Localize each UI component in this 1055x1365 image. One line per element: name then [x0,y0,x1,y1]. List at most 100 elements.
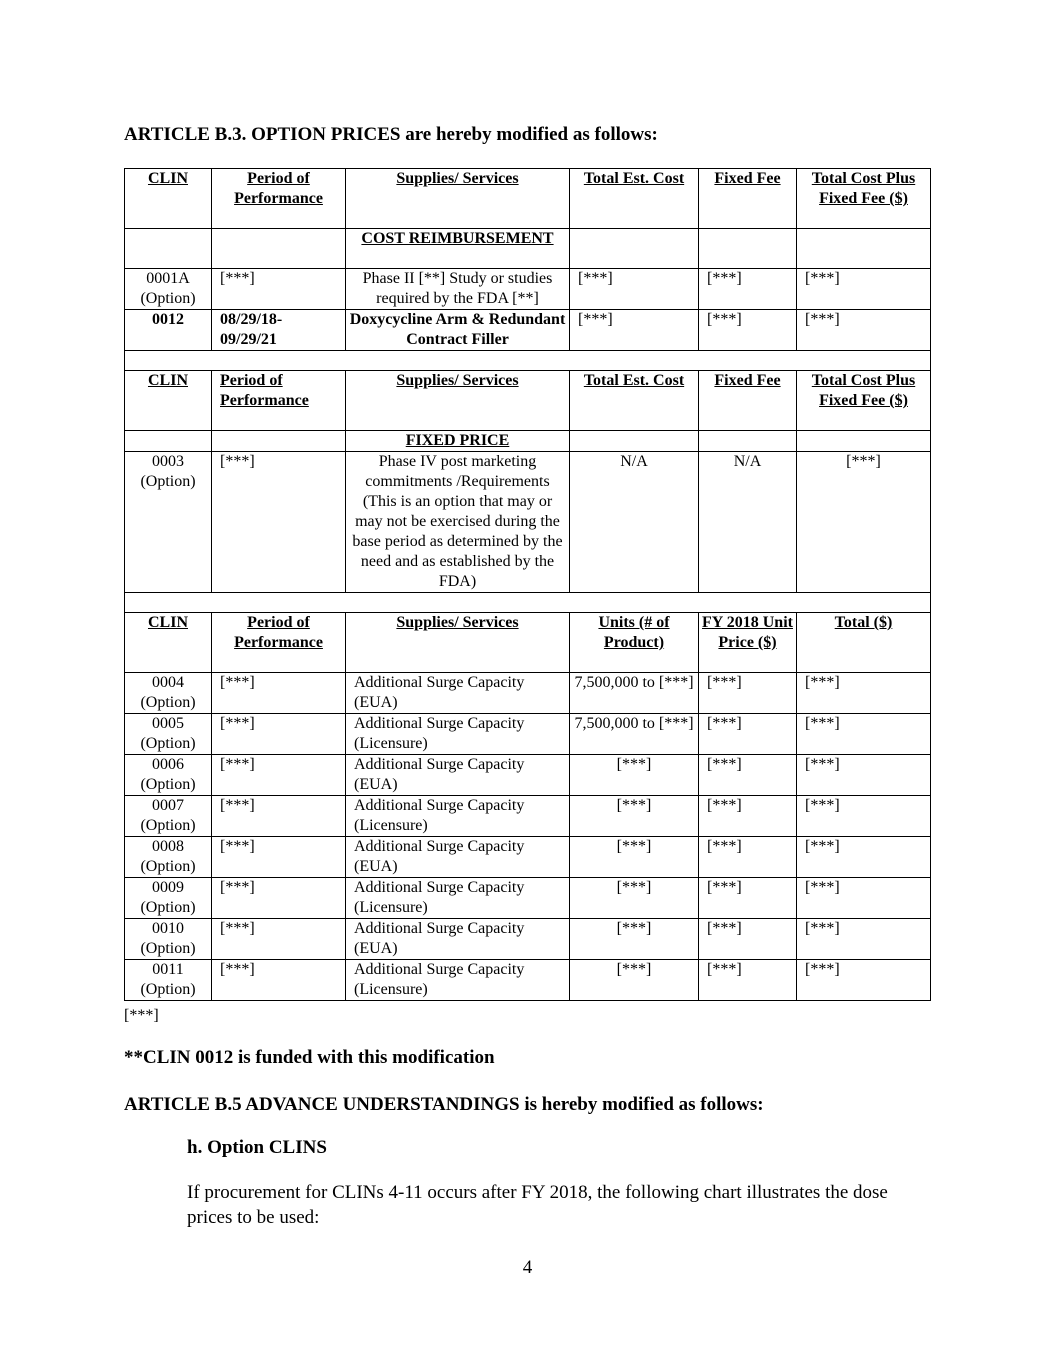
table-cell: [***] [796,836,931,878]
table-cell [124,228,212,269]
table-cell: [***] [796,451,931,593]
table-cell: [***] [211,754,346,796]
table-cell: [***] [211,877,346,919]
table-cell: [***] [569,836,699,878]
table-cell: [***] [796,268,931,310]
table-cell: 0012 [124,309,212,351]
table-cell: Additional Surge Capacity (Licensure) [345,959,570,1001]
table-cell [211,228,346,269]
table-cell: Additional Surge Capacity (Licensure) [345,877,570,919]
table-cell: [***] [796,713,931,755]
funding-note: **CLIN 0012 is funded with this modifica… [124,1047,495,1068]
section-row: COST REIMBURSEMENT [124,228,931,269]
table-cell: [***] [698,713,797,755]
table-cell: [***] [698,836,797,878]
table-cell: 0006 (Option) [124,754,212,796]
table-cell: [***] [698,795,797,837]
table-row: 0005 (Option) [***] Additional Surge Capac… [124,713,931,755]
header-row: CLIN Period of Performance Supplies/ Servi… [124,612,931,673]
table-cell: Additional Surge Capacity (EUA) [345,754,570,796]
section-label: COST REIMBURSEMENT [345,228,570,269]
table-cell: [***] [796,795,931,837]
spacer-cell [124,350,931,371]
table-cell: [***] [796,877,931,919]
column-header: CLIN [124,168,212,229]
table-cell: 0003 (Option) [124,451,212,593]
table-cell: [***] [211,836,346,878]
table-cell: N/A [569,451,699,593]
column-header: Period of Performance [211,612,346,673]
column-header: CLIN [124,612,212,673]
table-row: 0012 08/29/18- 09/29/21 Doxycycline Arm & … [124,309,931,351]
column-header: Supplies/ Services [345,168,570,229]
table-cell: Additional Surge Capacity (Licensure) [345,713,570,755]
header-row: CLIN Period of Performance Supplies/ Servi… [124,168,931,229]
section-label: FIXED PRICE [345,430,570,452]
table-row: 0010 (Option) [***] Additional Surge Capac… [124,918,931,960]
table-cell: 7,500,000 to [***] [569,713,699,755]
column-header: Units (# of Product) [569,612,699,673]
table-row: 0003 (Option) [***] Phase IV post marketin… [124,451,931,593]
table-cell: [***] [698,877,797,919]
table-cell: 0005 (Option) [124,713,212,755]
table-cell: 7,500,000 to [***] [569,672,699,714]
table-cell: [***] [211,795,346,837]
table-cell: [***] [796,959,931,1001]
article-b3-heading: ARTICLE B.3. OPTION PRICES are hereby mo… [124,124,658,145]
table-cell: [***] [211,451,346,593]
column-header: Total Cost Plus Fixed Fee ($) [796,168,931,229]
spacer-row [124,350,931,371]
column-header: Supplies/ Services [345,612,570,673]
table-cell [796,228,931,269]
spacer-cell [124,592,931,613]
table-cell [569,430,699,452]
table-cell: 08/29/18- 09/29/21 [211,309,346,351]
table-cell: [***] [796,309,931,351]
table-cell: [***] [569,309,699,351]
page-number: 4 [522,1257,533,1278]
table-cell: [***] [796,672,931,714]
column-header: Supplies/ Services [345,370,570,431]
table-cell: N/A [698,451,797,593]
table-cell: [***] [211,959,346,1001]
table-cell: Additional Surge Capacity (EUA) [345,836,570,878]
column-header: Total ($) [796,612,931,673]
table-cell: Doxycycline Arm & Redundant Contract Fil… [345,309,570,351]
table-row: 0006 (Option) [***] Additional Surge Capac… [124,754,931,796]
spacer-row [124,592,931,613]
table-cell: [***] [211,268,346,310]
column-header: Total Cost Plus Fixed Fee ($) [796,370,931,431]
table-cell [796,430,931,452]
table-cell: [***] [569,918,699,960]
table-cell: Additional Surge Capacity (EUA) [345,672,570,714]
subsection-heading: h. Option CLINS [187,1137,327,1158]
table-cell: Phase IV post marketing commitments /Req… [345,451,570,593]
table-cell: 0011 (Option) [124,959,212,1001]
table-cell: [***] [569,795,699,837]
table-cell: 0001A (Option) [124,268,212,310]
column-header: Total Est. Cost [569,168,699,229]
table-cell: [***] [698,268,797,310]
table-cell: 0008 (Option) [124,836,212,878]
table-cell: [***] [698,918,797,960]
table-cell: [***] [698,309,797,351]
table-row: 0007 (Option) [***] Additional Surge Capac… [124,795,931,837]
table-row: 0008 (Option) [***] Additional Surge Capac… [124,836,931,878]
column-header: CLIN [124,370,212,431]
table-cell [124,430,212,452]
table-cell: Additional Surge Capacity (EUA) [345,918,570,960]
table-footnote: [***] [124,1007,159,1024]
section-row: FIXED PRICE [124,430,931,452]
table-cell: [***] [211,672,346,714]
table-cell: [***] [569,959,699,1001]
column-header: Period of Performance [211,370,346,431]
table-cell: [***] [796,754,931,796]
column-header: FY 2018 Unit Price ($) [698,612,797,673]
table-cell [569,228,699,269]
table-cell [698,430,797,452]
table-cell: 0010 (Option) [124,918,212,960]
option-prices-table: CLIN Period of Performance Supplies/ Servi… [124,168,931,1001]
column-header: Period of Performance [211,168,346,229]
column-header: Fixed Fee [698,370,797,431]
table-cell: [***] [698,959,797,1001]
